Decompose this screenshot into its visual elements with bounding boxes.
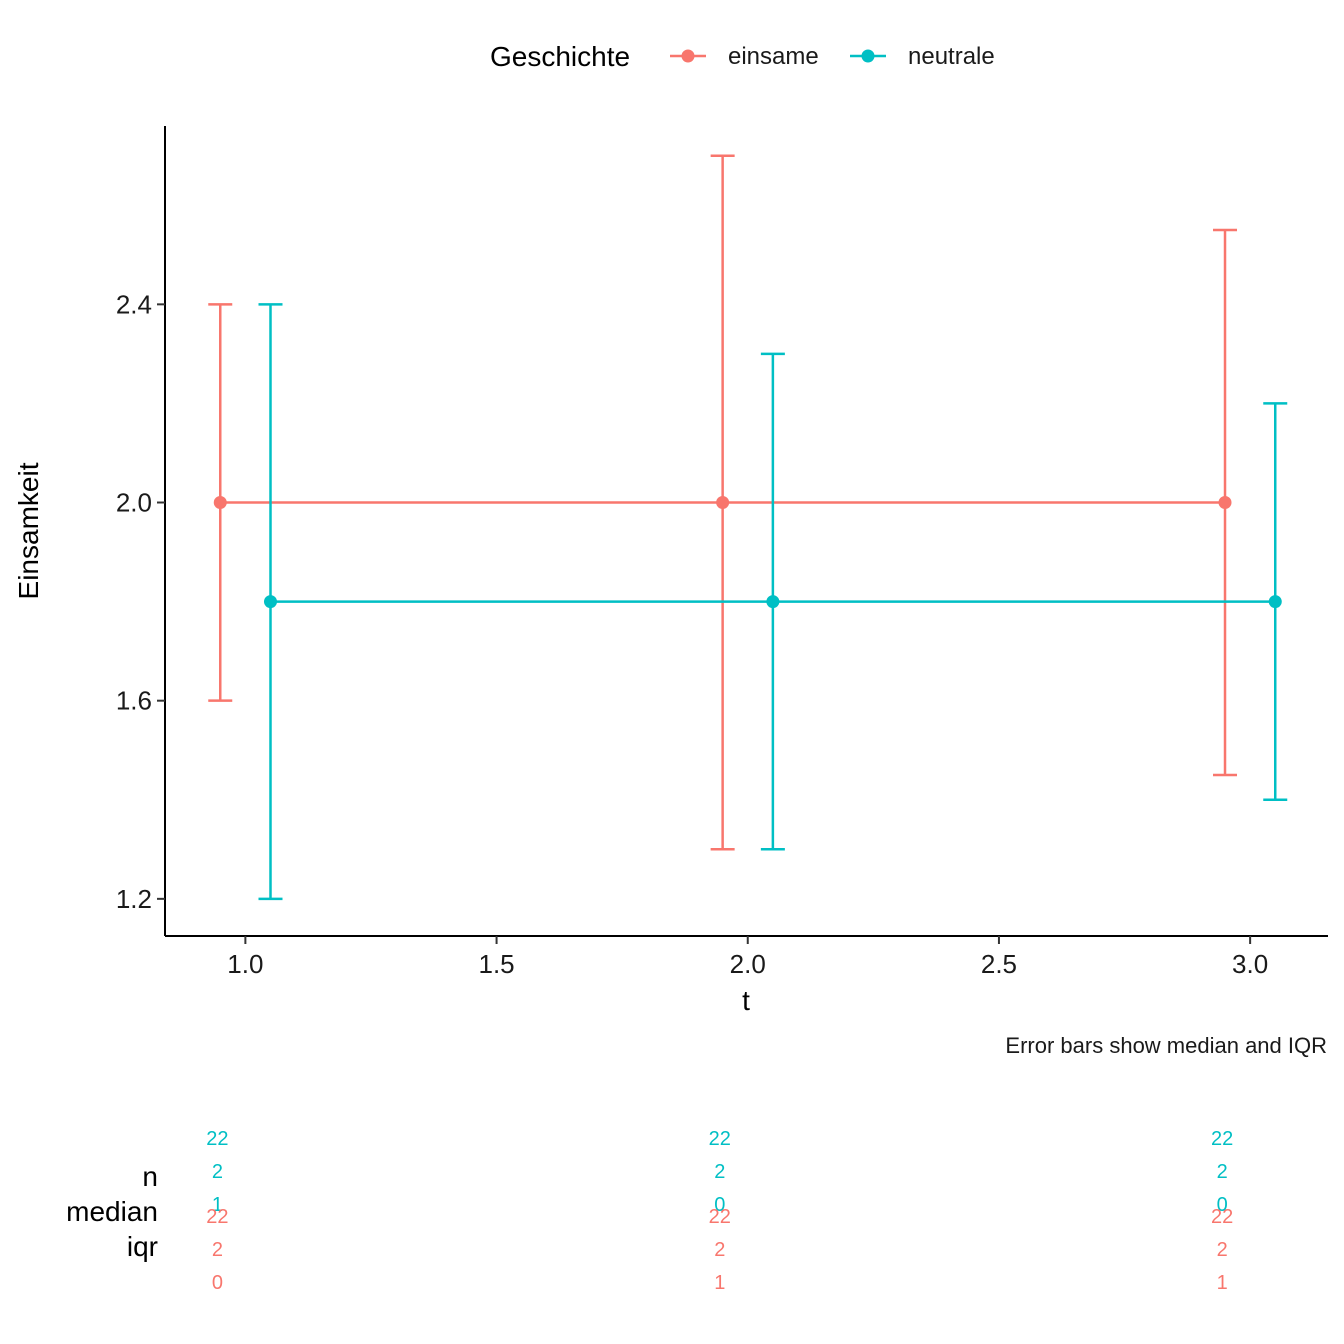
table-value-einsame: 2 (714, 1239, 725, 1261)
legend-title: Geschichte (490, 41, 630, 72)
y-tick-label: 1.2 (116, 884, 152, 914)
table-row-label-iqr: iqr (127, 1231, 158, 1262)
series-einsame (208, 154, 1238, 851)
caption: Error bars show median and IQR (1005, 1033, 1327, 1058)
legend-label-einsame: einsame (728, 43, 819, 70)
plot-area: 1.0 1.5 2.0 2.5 3.0 1.2 1.6 2.0 2.4 (116, 126, 1328, 979)
legend-key-point-neutrale (861, 49, 875, 63)
x-ticks: 1.0 1.5 2.0 2.5 3.0 (227, 936, 1268, 979)
x-tick-label: 2.5 (981, 949, 1017, 979)
table-value-neutrale: 1 (212, 1194, 223, 1216)
table-value-neutrale: 0 (714, 1194, 725, 1216)
table-value-neutrale: 22 (709, 1128, 731, 1150)
table-value-einsame: 0 (212, 1272, 223, 1294)
table-value-neutrale: 0 (1217, 1194, 1228, 1216)
y-tick-label: 2.0 (116, 488, 152, 518)
table-value-neutrale: 22 (206, 1128, 228, 1150)
data-point-neutrale (263, 595, 277, 609)
x-tick-label: 1.5 (478, 949, 514, 979)
table-value-neutrale: 2 (212, 1161, 223, 1183)
series-neutrale (258, 303, 1288, 901)
data-point-einsame (213, 496, 227, 510)
table-value-einsame: 22 (206, 1206, 228, 1228)
table-value-einsame: 1 (1217, 1272, 1228, 1294)
table-value-neutrale: 2 (1217, 1161, 1228, 1183)
x-tick-label: 2.0 (730, 949, 766, 979)
data-point-neutrale (1268, 595, 1282, 609)
data-point-einsame (1218, 496, 1232, 510)
table-value-neutrale: 22 (1211, 1128, 1233, 1150)
y-axis-title: Einsamkeit (13, 462, 44, 599)
legend-items: einsame neutrale (670, 43, 995, 70)
y-ticks: 1.2 1.6 2.0 2.4 (116, 289, 165, 914)
series-layer (208, 154, 1288, 901)
legend-label-neutrale: neutrale (908, 43, 995, 70)
x-tick-label: 3.0 (1232, 949, 1268, 979)
legend: Geschichte einsame neutrale (490, 41, 995, 72)
data-point-einsame (716, 496, 730, 510)
x-axis-title: t (742, 985, 750, 1016)
table-value-einsame: 22 (1211, 1206, 1233, 1228)
y-tick-label: 1.6 (116, 686, 152, 716)
table-row-label-n: n (142, 1161, 158, 1192)
table-value-einsame: 2 (212, 1239, 223, 1261)
x-tick-label: 1.0 (227, 949, 263, 979)
data-point-neutrale (766, 595, 780, 609)
table-value-einsame: 1 (714, 1272, 725, 1294)
y-tick-label: 2.4 (116, 289, 152, 319)
table-value-einsame: 2 (1217, 1239, 1228, 1261)
table-row-label-median: median (66, 1196, 158, 1227)
table-value-neutrale: 2 (714, 1161, 725, 1183)
table-value-einsame: 22 (709, 1206, 731, 1228)
legend-key-point-einsame (681, 49, 695, 63)
